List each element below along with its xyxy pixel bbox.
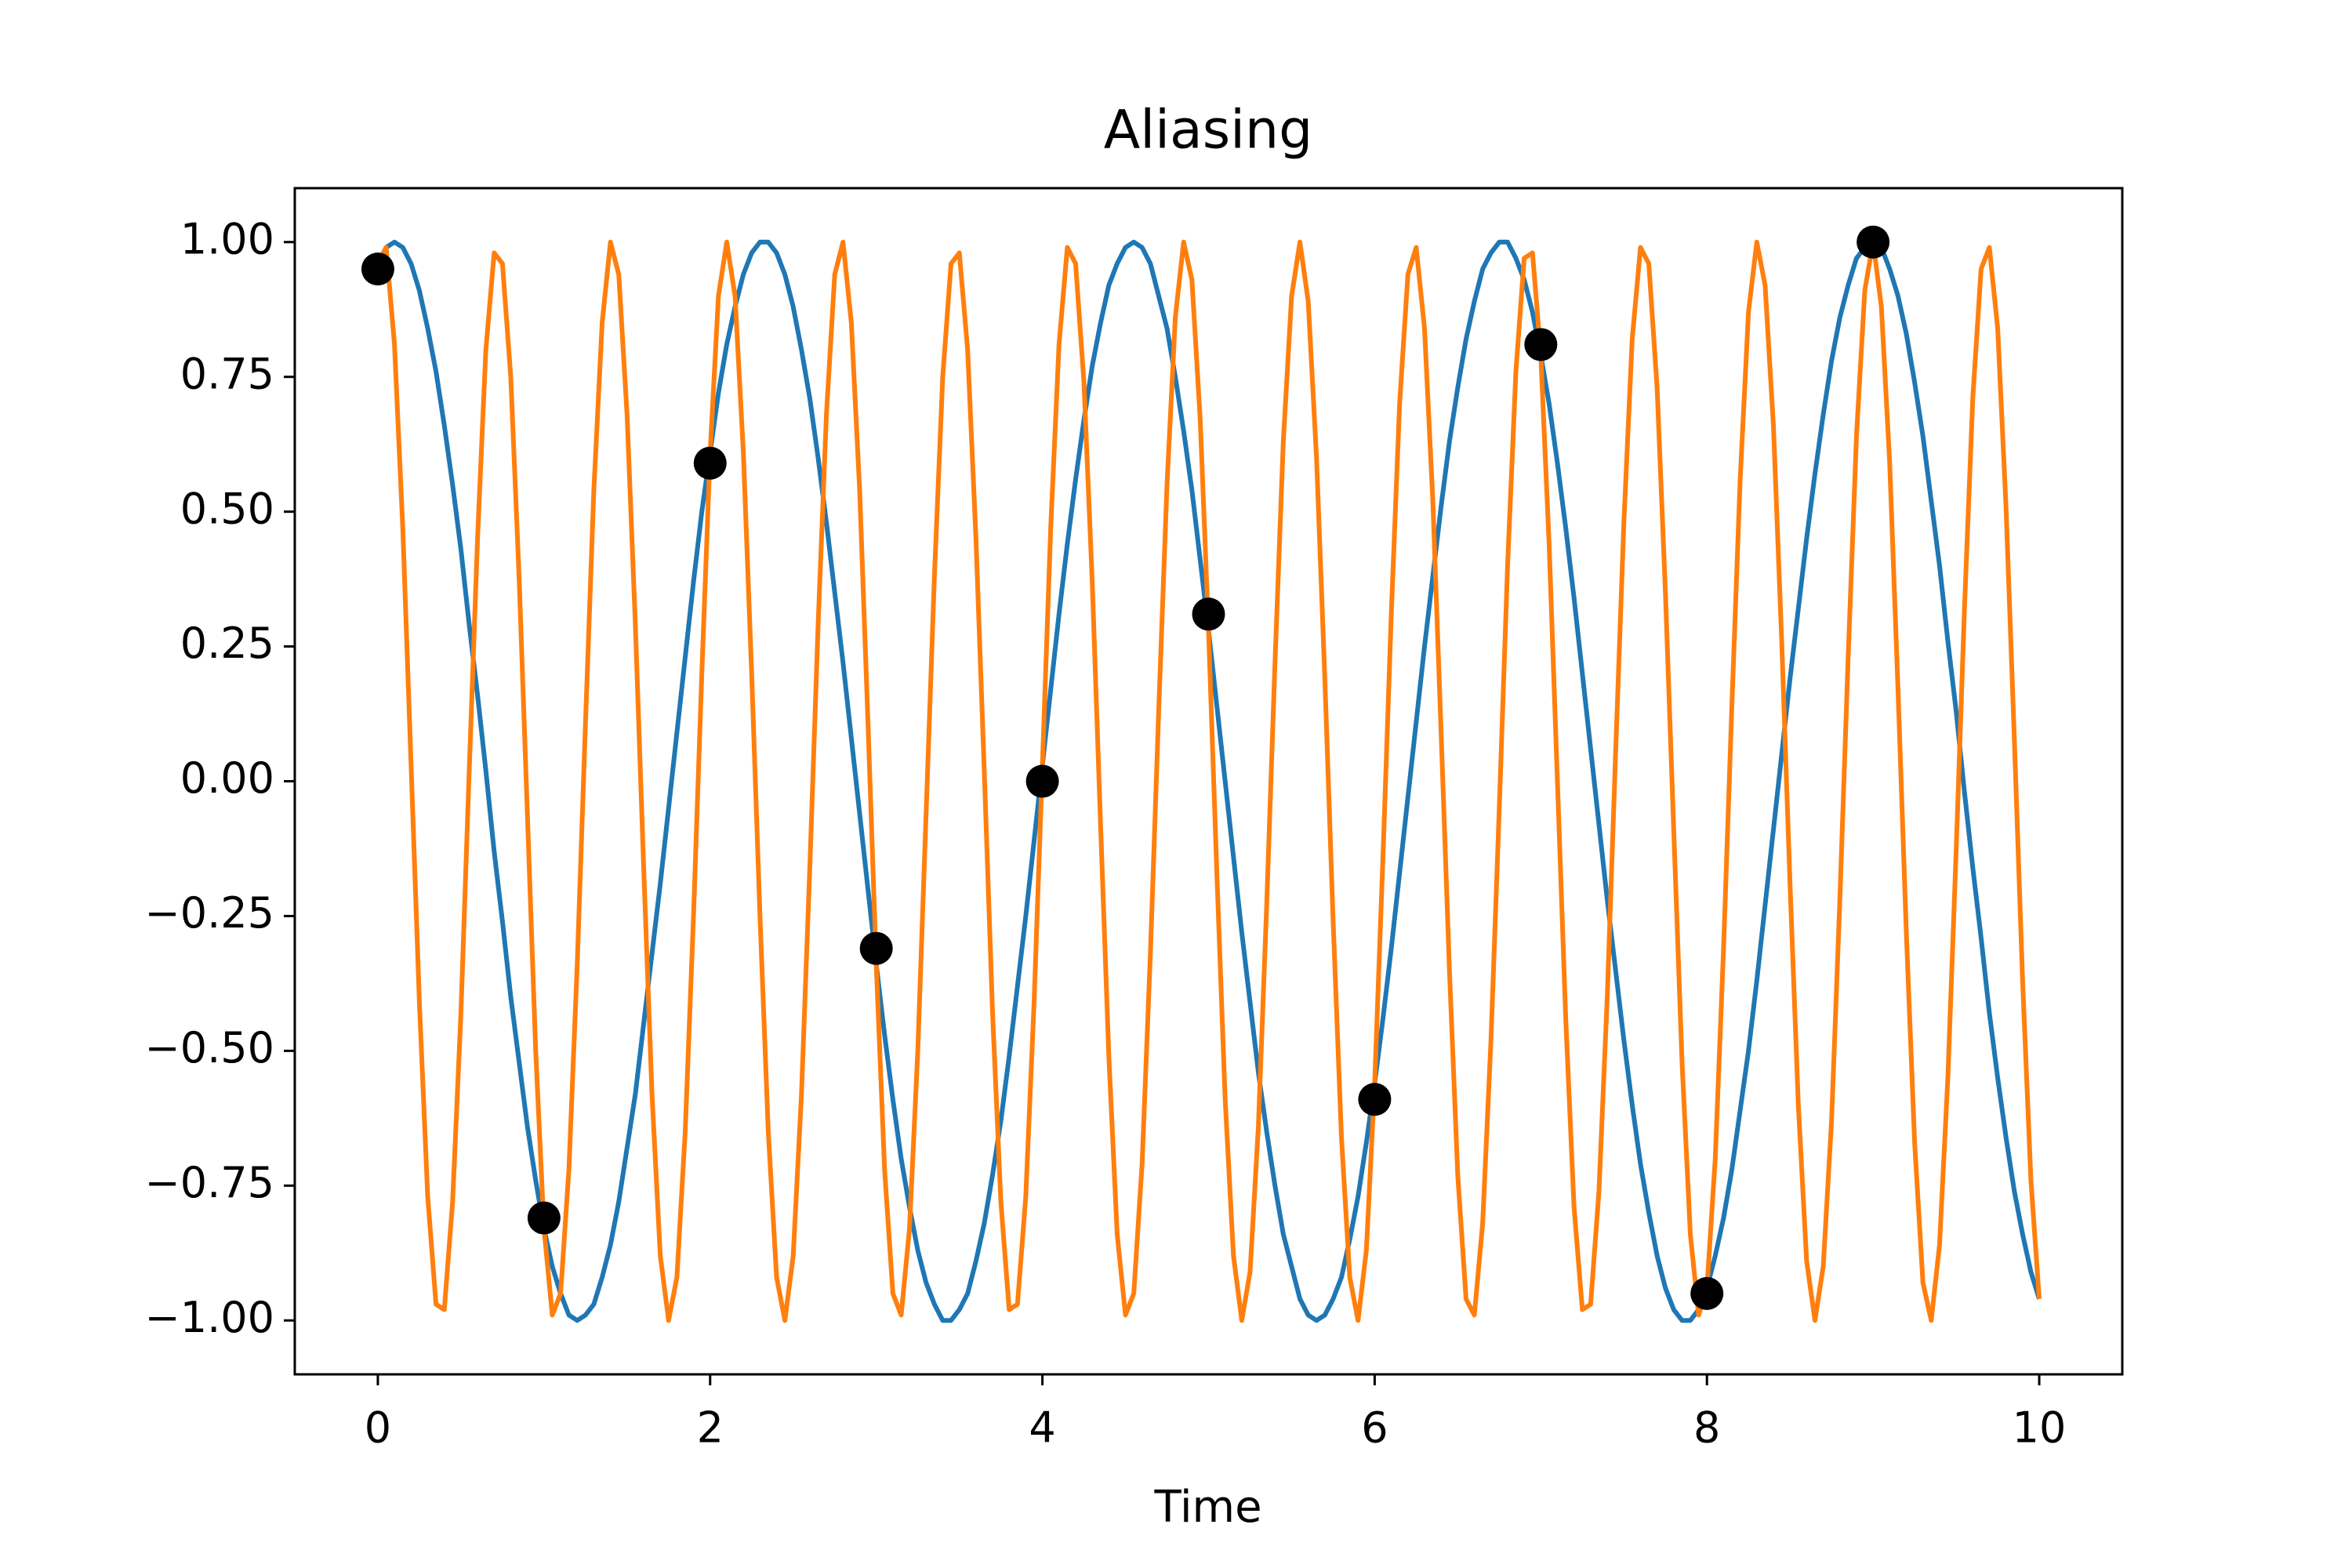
sample-point	[1857, 225, 1890, 259]
x-tick-label: 6	[1361, 1403, 1388, 1453]
sample-point	[693, 446, 727, 480]
x-tick-label: 4	[1029, 1403, 1055, 1453]
y-tick-label: −1.00	[145, 1293, 274, 1342]
x-tick-label: 0	[365, 1403, 391, 1453]
x-tick-label: 10	[2013, 1403, 2067, 1453]
y-tick-label: −0.75	[145, 1158, 274, 1207]
y-tick-label: −0.25	[145, 888, 274, 938]
sample-point	[361, 252, 394, 286]
y-tick-label: 1.00	[180, 214, 274, 263]
y-tick-label: 0.25	[180, 619, 274, 668]
sample-point	[859, 931, 893, 965]
axes-frame	[293, 187, 2124, 1376]
x-tick-label: 8	[1693, 1403, 1720, 1453]
sample-point	[527, 1201, 561, 1235]
sample-point	[1524, 328, 1558, 361]
y-tick-label: 0.75	[180, 349, 274, 398]
x-axis-label: Time	[1153, 1482, 1261, 1533]
chart-title: Aliasing	[1104, 100, 1313, 162]
x-tick-label: 2	[697, 1403, 724, 1453]
y-tick-label: −0.50	[145, 1023, 274, 1073]
sample-point	[1690, 1276, 1724, 1310]
y-tick-label: 0.50	[180, 484, 274, 533]
sample-point	[1025, 764, 1059, 798]
sample-point	[1358, 1083, 1392, 1116]
y-tick-label: 0.00	[180, 753, 274, 803]
sample-point	[1192, 597, 1225, 631]
